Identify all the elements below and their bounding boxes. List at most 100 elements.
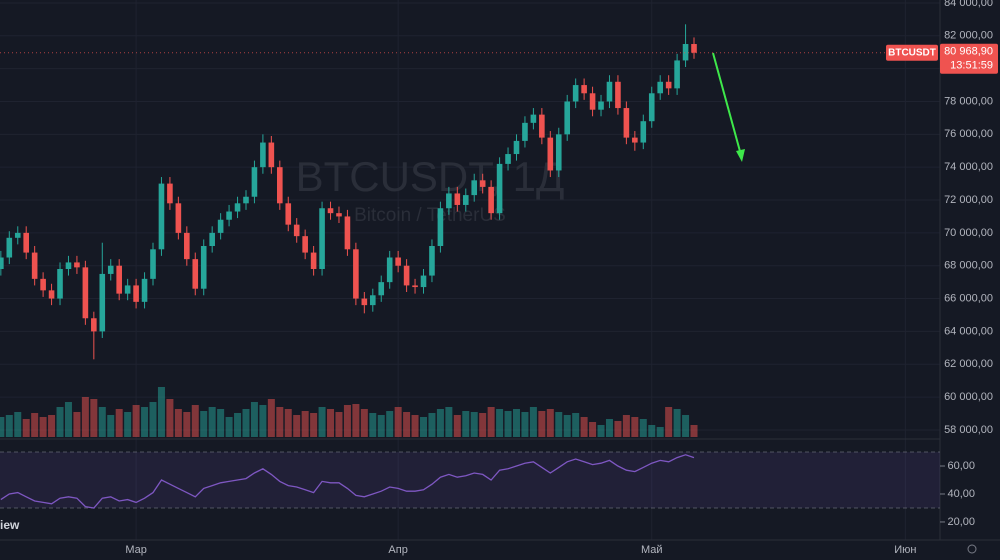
- rsi-line: [0, 454, 695, 509]
- volume-bar: [310, 413, 318, 437]
- candle-body: [412, 285, 418, 288]
- candle-body: [581, 85, 587, 94]
- volume-bar: [234, 413, 242, 437]
- price-tag: [940, 43, 998, 74]
- candle-body: [251, 167, 258, 197]
- volume-bar: [352, 404, 360, 437]
- candle-body: [260, 142, 266, 168]
- candle-body: [57, 268, 63, 299]
- volume-bar: [191, 405, 199, 437]
- volume-bar: [555, 412, 563, 437]
- volume-bar: [132, 405, 140, 437]
- volume-bar: [639, 419, 647, 437]
- y-tick-label: 74 000,00: [944, 161, 993, 173]
- volume-bar: [529, 407, 537, 437]
- volume-bar: [73, 412, 81, 437]
- candle-body: [200, 246, 207, 289]
- volume-bar: [284, 409, 292, 437]
- volume-bar: [183, 412, 191, 437]
- volume-bar: [436, 409, 444, 437]
- volume-bar: [64, 402, 72, 437]
- volume-bar: [335, 412, 343, 437]
- volume-bar: [428, 413, 436, 437]
- y-tick-label: 20,00: [947, 516, 975, 528]
- candle-body: [336, 213, 342, 217]
- volume-bar: [682, 415, 690, 437]
- candle-body: [107, 265, 114, 274]
- candle-body: [496, 163, 503, 214]
- volume-bar: [107, 415, 115, 437]
- y-tick-label: 62 000,00: [944, 358, 993, 370]
- volume-bar: [479, 413, 487, 437]
- candle-body: [386, 257, 393, 283]
- volume-bar: [420, 417, 428, 437]
- countdown-label: 13:51:59: [950, 60, 993, 72]
- volume-bar: [496, 409, 504, 437]
- candle-body: [184, 232, 190, 260]
- volume-bar: [504, 411, 512, 437]
- volume-bar: [14, 412, 22, 437]
- volume-bar: [267, 399, 275, 437]
- volume-bar: [462, 411, 470, 437]
- candle-body: [141, 278, 148, 302]
- candle-body: [479, 180, 486, 187]
- candle-body: [488, 186, 494, 214]
- volume-bar: [259, 405, 267, 437]
- candle-body: [285, 203, 292, 225]
- volume-bar: [673, 409, 681, 437]
- volume-bar: [301, 411, 309, 437]
- y-tick-label: 82 000,00: [944, 30, 993, 42]
- volume-bar: [690, 425, 698, 437]
- volume-bar: [174, 409, 182, 437]
- volume-bar: [614, 421, 622, 437]
- candle-body: [429, 246, 435, 276]
- candle-body: [555, 134, 562, 171]
- volume-bar: [22, 419, 30, 437]
- volume-bar: [149, 402, 157, 437]
- x-tick-label: Мар: [125, 544, 147, 556]
- candle-body: [572, 85, 579, 102]
- volume-bar: [81, 397, 89, 437]
- settings-icon[interactable]: [967, 544, 977, 554]
- volume-bar: [166, 399, 174, 437]
- volume-bar: [39, 417, 47, 437]
- volume-bar: [98, 407, 106, 437]
- candle-body: [99, 273, 106, 332]
- candle-body: [243, 196, 249, 204]
- symbol-label: BTCUSDT: [888, 47, 936, 58]
- candle-body: [0, 257, 4, 269]
- candle-body: [23, 232, 30, 253]
- candle-body: [615, 81, 621, 109]
- candle-body: [31, 252, 38, 279]
- candle-body: [598, 101, 604, 110]
- watermark-subtitle: Bitcoin / TetherUS: [354, 205, 506, 226]
- candle-body: [124, 285, 131, 294]
- candle-body: [632, 137, 638, 143]
- candle-body: [277, 167, 283, 204]
- candle-body: [471, 180, 478, 196]
- x-tick-label: Апр: [388, 544, 407, 556]
- volume-bar: [656, 427, 664, 437]
- candle-body: [310, 252, 317, 269]
- candle-body: [158, 183, 165, 250]
- volume-bar: [200, 411, 208, 437]
- volume-bar: [141, 407, 149, 437]
- volume-bar: [276, 407, 284, 437]
- symbol-tag: [886, 44, 938, 61]
- volume-bar: [225, 417, 233, 437]
- candle-body: [446, 193, 452, 209]
- volume-bar: [512, 409, 520, 437]
- y-tick-label: 70 000,00: [944, 227, 993, 239]
- volume-bar: [631, 417, 639, 437]
- volume-bar: [589, 422, 597, 437]
- candle-body: [293, 224, 300, 237]
- candle-body: [234, 203, 241, 212]
- volume-bar: [470, 412, 478, 437]
- volume-bar: [217, 409, 225, 437]
- y-tick-label: 60,00: [947, 460, 975, 472]
- logo: iew: [0, 518, 20, 532]
- candle-body: [82, 267, 89, 319]
- candle-body: [268, 142, 275, 168]
- volume-bar: [115, 409, 123, 437]
